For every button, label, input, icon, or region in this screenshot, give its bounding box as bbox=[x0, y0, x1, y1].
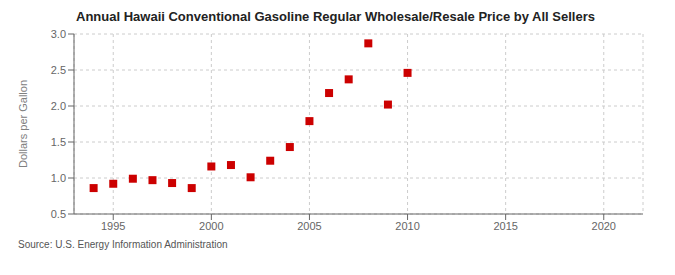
svg-text:2.5: 2.5 bbox=[51, 64, 66, 76]
html-text:Annual Hawaii Conventional Gas: Annual Hawaii Conventional Gasoline Regu… bbox=[76, 9, 595, 24]
svg-text:2020: 2020 bbox=[592, 220, 616, 232]
svg-text:3.0: 3.0 bbox=[51, 28, 66, 40]
svg-text:1995: 1995 bbox=[101, 220, 125, 232]
svg-text:2.0: 2.0 bbox=[51, 100, 66, 112]
html-text:Source: U.S. Energy Informatio: Source: U.S. Energy Information Administ… bbox=[18, 239, 228, 250]
svg-text:2010: 2010 bbox=[395, 220, 419, 232]
svg-text:1.0: 1.0 bbox=[51, 172, 66, 184]
svg-text:1.5: 1.5 bbox=[51, 136, 66, 148]
svg-text:Dollars per Gallon: Dollars per Gallon bbox=[17, 80, 29, 168]
svg-text:0.5: 0.5 bbox=[51, 208, 66, 220]
svg-text:2005: 2005 bbox=[297, 220, 321, 232]
svg-text:2015: 2015 bbox=[493, 220, 517, 232]
svg-text:2000: 2000 bbox=[199, 220, 223, 232]
